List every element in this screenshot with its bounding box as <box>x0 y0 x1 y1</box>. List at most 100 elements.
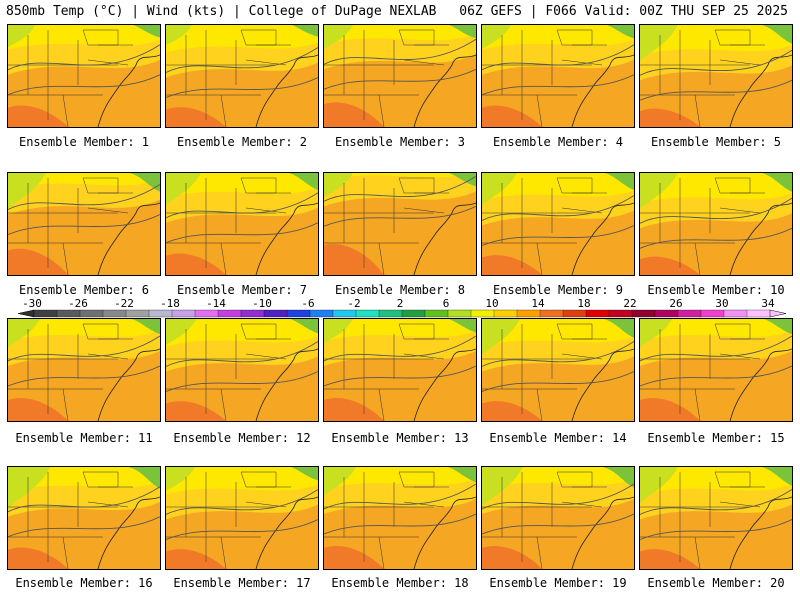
colorbar-swatch <box>401 309 426 318</box>
member-label: Ensemble Member: 11 <box>15 431 153 445</box>
cool-air-region <box>8 173 46 209</box>
cool-air-region <box>166 319 197 345</box>
cool-air-region <box>324 173 353 197</box>
colorbar-tick-label: -14 <box>206 298 226 310</box>
colorbar-swatch <box>217 309 242 318</box>
cool-air-region <box>8 319 40 347</box>
colorbar-left-arrow <box>18 309 35 318</box>
member-label: Ensemble Member: 10 <box>647 283 785 297</box>
member-label: Ensemble Member: 9 <box>492 283 624 297</box>
member-map-6 <box>7 172 161 276</box>
colorbar-swatch <box>493 309 518 318</box>
member-label: Ensemble Member: 20 <box>647 576 785 590</box>
member-map-9 <box>481 172 635 276</box>
colorbar-swatch <box>286 309 311 318</box>
member-map-19 <box>481 466 635 570</box>
colorbar-swatch <box>516 309 541 318</box>
colorbar-swatch <box>102 309 127 318</box>
member-map-17 <box>165 466 319 570</box>
member-label: Ensemble Member: 12 <box>173 431 311 445</box>
colorbar-swatch <box>309 309 334 318</box>
cool-air-region <box>640 319 672 347</box>
cool-air-region <box>166 467 195 491</box>
colorbar-swatch <box>79 309 104 318</box>
member-label: Ensemble Member: 15 <box>647 431 785 445</box>
colorbar-swatch <box>677 309 702 318</box>
colorbar-swatch <box>240 309 265 318</box>
member-label: Ensemble Member: 8 <box>334 283 466 297</box>
colorbar-swatch <box>171 309 196 318</box>
member-map-4 <box>481 24 635 128</box>
colorbar-swatch <box>746 309 771 318</box>
member-map-15 <box>639 318 793 422</box>
member-label: Ensemble Member: 7 <box>176 283 308 297</box>
colorbar-tick-label: -30 <box>22 298 42 310</box>
cool-air-region <box>482 319 520 355</box>
colorbar-tick-label: 30 <box>715 298 728 310</box>
colorbar-swatch <box>700 309 725 318</box>
colorbar-swatch <box>539 309 564 318</box>
cool-air-region <box>482 467 523 507</box>
member-map-14 <box>481 318 635 422</box>
cool-air-region <box>640 467 678 503</box>
cool-air-region <box>324 467 356 495</box>
colorbar-tick-label: -10 <box>252 298 272 310</box>
member-label: Ensemble Member: 3 <box>334 135 466 149</box>
member-map-18 <box>323 466 477 570</box>
colorbar-swatch <box>378 309 403 318</box>
colorbar-swatch <box>355 309 380 318</box>
colorbar-tick-label: 10 <box>485 298 498 310</box>
cool-air-region <box>324 319 353 343</box>
member-map-8 <box>323 172 477 276</box>
member-map-5 <box>639 24 793 128</box>
member-map-3 <box>323 24 477 128</box>
colorbar-swatch <box>585 309 610 318</box>
member-label: Ensemble Member: 16 <box>15 576 153 590</box>
member-label: Ensemble Member: 1 <box>18 135 150 149</box>
colorbar-swatch <box>332 309 357 318</box>
member-map-1 <box>7 24 161 128</box>
colorbar-tick-label: 22 <box>623 298 636 310</box>
member-map-11 <box>7 318 161 422</box>
colorbar-swatch <box>562 309 587 318</box>
member-label: Ensemble Member: 14 <box>489 431 627 445</box>
cool-air-region <box>8 25 36 47</box>
colorbar-tick-label: -26 <box>68 298 88 310</box>
colorbar-swatch <box>654 309 679 318</box>
model-run-info: 06Z GEFS | F066 Valid: 00Z THU SEP 25 20… <box>459 4 788 19</box>
member-map-20 <box>639 466 793 570</box>
colorbar-tick-label: 2 <box>397 298 404 310</box>
colorbar-right-arrow <box>769 309 786 318</box>
colorbar-swatch <box>263 309 288 318</box>
colorbar-tick-label: 34 <box>761 298 775 310</box>
colorbar-swatch <box>447 309 472 318</box>
member-map-7 <box>165 172 319 276</box>
colorbar-tick-label: -6 <box>301 298 314 310</box>
colorbar-swatch <box>470 309 495 318</box>
cool-air-region <box>640 25 678 61</box>
cool-air-region <box>324 25 353 49</box>
member-map-16 <box>7 466 161 570</box>
colorbar-tick-label: 26 <box>669 298 682 310</box>
member-label: Ensemble Member: 6 <box>18 283 150 297</box>
member-map-13 <box>323 318 477 422</box>
cool-air-region <box>640 173 678 209</box>
member-label: Ensemble Member: 13 <box>331 431 469 445</box>
colorbar-swatch <box>125 309 150 318</box>
colorbar-tick-label: 14 <box>531 298 545 310</box>
colorbar-tick-label: 18 <box>577 298 590 310</box>
member-label: Ensemble Member: 17 <box>173 576 311 590</box>
colorbar-swatch <box>148 309 173 318</box>
member-map-2 <box>165 24 319 128</box>
member-label: Ensemble Member: 19 <box>489 576 627 590</box>
member-label: Ensemble Member: 2 <box>176 135 308 149</box>
colorbar-swatch <box>608 309 633 318</box>
map-title: 850mb Temp (°C) | Wind (kts) | College o… <box>6 4 437 19</box>
cool-air-region <box>166 173 201 205</box>
member-label: Ensemble Member: 5 <box>650 135 782 149</box>
colorbar-tick-label: -22 <box>114 298 134 310</box>
colorbar-swatch <box>194 309 219 318</box>
cool-air-region <box>8 467 51 509</box>
member-map-10 <box>639 172 793 276</box>
colorbar-swatch <box>631 309 656 318</box>
